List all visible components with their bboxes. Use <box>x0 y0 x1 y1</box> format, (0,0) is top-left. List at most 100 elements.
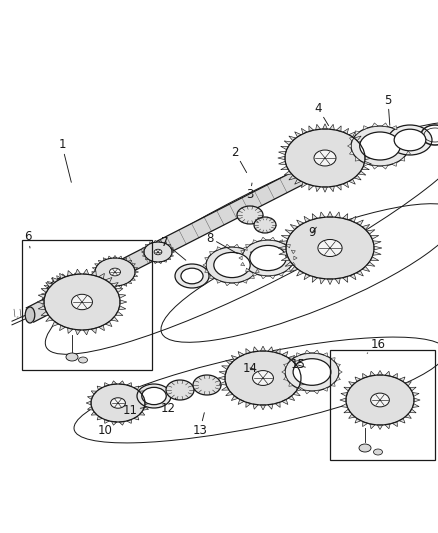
Polygon shape <box>119 306 126 310</box>
Polygon shape <box>104 383 110 386</box>
Polygon shape <box>240 250 245 254</box>
Polygon shape <box>134 267 138 270</box>
Polygon shape <box>354 136 361 141</box>
Polygon shape <box>279 272 283 276</box>
Polygon shape <box>355 377 361 382</box>
Ellipse shape <box>144 242 172 262</box>
Ellipse shape <box>95 258 135 286</box>
Polygon shape <box>225 282 230 286</box>
Polygon shape <box>92 274 96 277</box>
Polygon shape <box>99 325 104 330</box>
Polygon shape <box>243 247 247 251</box>
Polygon shape <box>323 387 328 391</box>
Ellipse shape <box>110 268 120 276</box>
Ellipse shape <box>314 150 336 166</box>
Polygon shape <box>154 262 157 264</box>
Ellipse shape <box>346 375 414 425</box>
Polygon shape <box>218 376 225 380</box>
Ellipse shape <box>237 206 263 224</box>
Polygon shape <box>285 230 293 234</box>
Polygon shape <box>41 293 46 295</box>
Polygon shape <box>95 300 100 303</box>
Ellipse shape <box>285 353 339 391</box>
Ellipse shape <box>137 384 171 408</box>
Polygon shape <box>400 157 405 161</box>
Polygon shape <box>343 182 349 188</box>
Polygon shape <box>44 300 49 303</box>
Polygon shape <box>105 321 112 327</box>
Polygon shape <box>57 309 61 312</box>
Polygon shape <box>143 407 148 410</box>
Ellipse shape <box>242 240 294 276</box>
Polygon shape <box>239 256 242 260</box>
Ellipse shape <box>193 375 221 395</box>
Polygon shape <box>172 251 174 253</box>
Polygon shape <box>124 284 127 286</box>
Bar <box>330 350 435 460</box>
Polygon shape <box>98 281 102 284</box>
Polygon shape <box>83 309 87 312</box>
Polygon shape <box>341 392 347 397</box>
Polygon shape <box>304 216 311 222</box>
Polygon shape <box>281 257 290 261</box>
Polygon shape <box>374 246 382 250</box>
Polygon shape <box>312 214 318 220</box>
Polygon shape <box>350 274 356 280</box>
Polygon shape <box>104 419 110 423</box>
Polygon shape <box>75 329 81 335</box>
Polygon shape <box>323 353 328 357</box>
Polygon shape <box>46 317 53 321</box>
Polygon shape <box>304 274 311 280</box>
Ellipse shape <box>71 294 92 310</box>
Polygon shape <box>284 171 292 175</box>
Polygon shape <box>363 422 367 426</box>
Polygon shape <box>291 262 295 266</box>
Polygon shape <box>358 171 366 175</box>
Polygon shape <box>336 184 341 190</box>
Polygon shape <box>364 161 371 165</box>
Polygon shape <box>349 382 355 386</box>
Ellipse shape <box>181 268 203 284</box>
Polygon shape <box>91 271 96 276</box>
Polygon shape <box>52 306 56 310</box>
Polygon shape <box>142 247 145 250</box>
Polygon shape <box>406 137 410 141</box>
Polygon shape <box>362 224 370 230</box>
Polygon shape <box>385 424 390 429</box>
Polygon shape <box>367 262 375 266</box>
Polygon shape <box>91 411 97 415</box>
Polygon shape <box>255 269 259 273</box>
Polygon shape <box>250 275 254 279</box>
Polygon shape <box>246 245 250 248</box>
Polygon shape <box>92 271 95 273</box>
Text: 14: 14 <box>243 361 258 375</box>
Polygon shape <box>282 351 288 357</box>
Polygon shape <box>210 275 214 279</box>
Text: 15: 15 <box>290 359 305 372</box>
Ellipse shape <box>388 125 432 155</box>
Polygon shape <box>304 390 310 394</box>
Polygon shape <box>41 288 49 293</box>
Polygon shape <box>108 285 112 288</box>
Polygon shape <box>170 254 173 256</box>
Polygon shape <box>159 240 162 243</box>
Polygon shape <box>392 126 397 130</box>
Polygon shape <box>47 303 52 306</box>
Polygon shape <box>335 212 340 218</box>
Polygon shape <box>26 165 314 322</box>
Polygon shape <box>67 271 73 276</box>
Polygon shape <box>111 282 118 287</box>
Polygon shape <box>286 245 290 248</box>
Polygon shape <box>349 179 355 184</box>
Polygon shape <box>281 146 288 150</box>
Ellipse shape <box>142 387 166 405</box>
Polygon shape <box>278 246 286 250</box>
Polygon shape <box>253 272 258 276</box>
Polygon shape <box>356 220 364 225</box>
Polygon shape <box>88 306 92 310</box>
Text: 6: 6 <box>24 230 32 248</box>
Polygon shape <box>300 371 307 375</box>
Polygon shape <box>405 414 411 418</box>
Ellipse shape <box>175 264 209 288</box>
Polygon shape <box>409 144 413 148</box>
